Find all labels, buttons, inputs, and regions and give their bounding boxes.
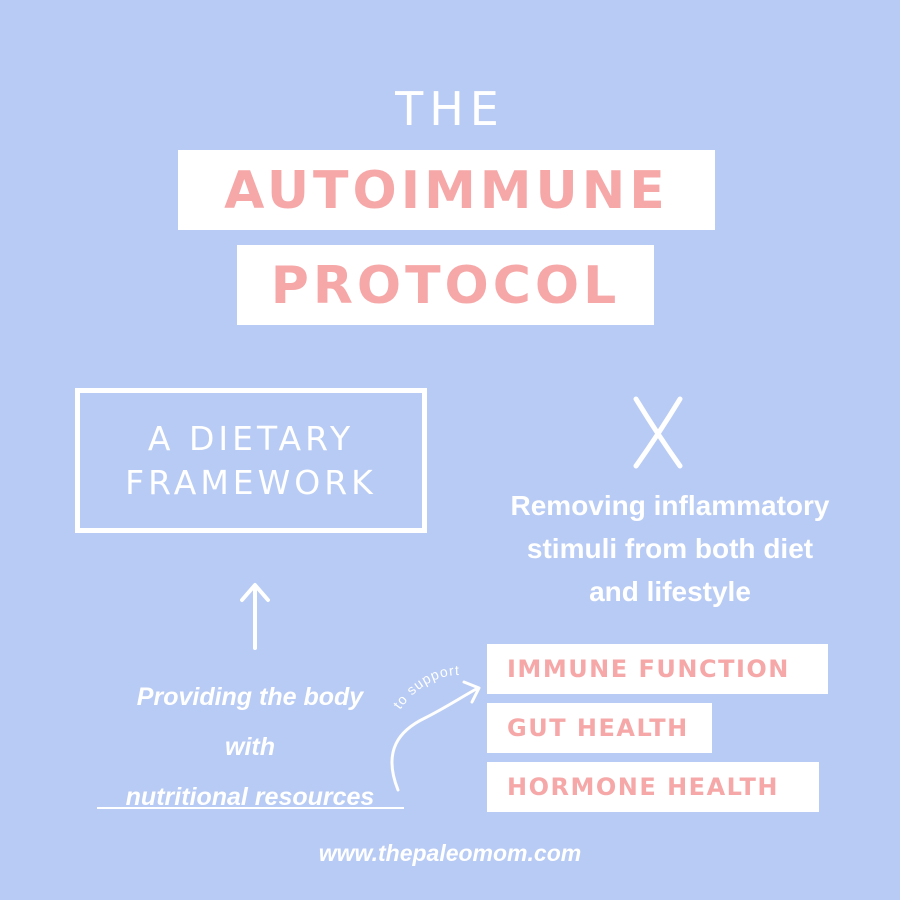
curved-arrow-icon: to support [390, 662, 481, 792]
title-protocol: PROTOCOL [237, 245, 654, 325]
x-mark-icon [633, 396, 683, 469]
up-arrow-icon [240, 583, 270, 650]
removing-line1: Removing inflammatory [510, 490, 830, 521]
pre-title: THE [395, 82, 505, 136]
framework-line1: A DIETARY [147, 418, 355, 458]
title-autoimmune: AUTOIMMUNE [178, 150, 715, 230]
providing-line1: Providing the body [136, 683, 364, 711]
support-hormone-health: HORMONE HEALTH [487, 762, 819, 812]
website-url: www.thepaleomom.com [318, 840, 582, 866]
dietary-framework-box: A DIETARY FRAMEWORK [75, 388, 427, 533]
removing-line2: stimuli from both diet [526, 533, 814, 564]
nutritional-underline [97, 807, 404, 809]
providing-text: Providing the body with nutritional reso… [90, 672, 410, 822]
support-immune-function: IMMUNE FUNCTION [487, 644, 828, 694]
removing-line3: and lifestyle [589, 576, 751, 607]
removing-stimuli-text: Removing inflammatory stimuli from both … [470, 484, 870, 613]
providing-line3: nutritional resources [125, 783, 375, 811]
support-gut-health: GUT HEALTH [487, 703, 712, 753]
framework-line2: FRAMEWORK [125, 462, 377, 502]
providing-line2: with [225, 733, 275, 761]
